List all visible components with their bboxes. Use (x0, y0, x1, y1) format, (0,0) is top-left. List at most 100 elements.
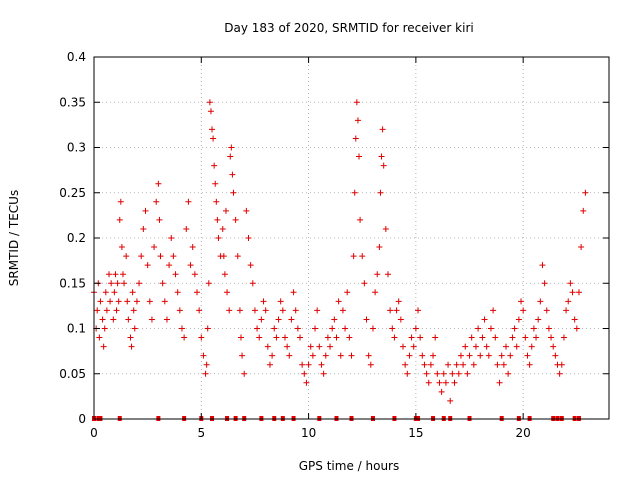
data-point (507, 352, 514, 359)
data-point (262, 307, 269, 314)
data-point (163, 316, 170, 323)
data-point (110, 316, 117, 323)
data-point (227, 153, 234, 160)
data-point (537, 298, 544, 305)
x-tick-label: 10 (301, 426, 316, 440)
data-point (161, 298, 168, 305)
data-point (210, 135, 217, 142)
data-point (312, 325, 319, 332)
data-point (271, 325, 278, 332)
data-point (451, 379, 458, 386)
data-point (483, 343, 490, 350)
data-point (447, 397, 454, 404)
data-point (498, 352, 505, 359)
data-point (133, 298, 140, 305)
data-point (410, 343, 417, 350)
data-point (357, 216, 364, 223)
data-point (423, 370, 430, 377)
data-point (397, 316, 404, 323)
data-point (503, 343, 509, 350)
data-point (106, 271, 113, 278)
data-point (125, 316, 132, 323)
data-point (279, 307, 286, 314)
data-point (273, 334, 280, 341)
data-point (548, 334, 555, 341)
data-point (277, 298, 284, 305)
data-point (389, 325, 396, 332)
data-point (376, 244, 383, 251)
data-point (178, 325, 185, 332)
data-point (176, 307, 183, 314)
data-point (212, 180, 219, 187)
data-point (222, 207, 229, 214)
data-point (434, 370, 441, 377)
y-axis-label: SRMTID / TECUs (7, 190, 21, 286)
data-point (284, 343, 291, 350)
data-point (367, 361, 374, 368)
data-point (239, 352, 246, 359)
data-point (118, 244, 125, 251)
x-axis-ticks: 0 5 10 15 20 (90, 57, 531, 440)
data-point (228, 144, 235, 151)
data-point (307, 343, 314, 350)
data-point (168, 235, 175, 241)
data-point (485, 352, 492, 359)
data-point (254, 325, 261, 332)
data-point (290, 289, 297, 296)
data-point (337, 352, 344, 359)
data-point (214, 216, 221, 223)
data-point (185, 198, 192, 205)
y-tick-label: 0.3 (67, 141, 86, 155)
data-point (130, 307, 137, 314)
data-point (183, 225, 190, 232)
x-axis-label: GPS time / hours (299, 459, 400, 473)
data-point (419, 352, 426, 359)
data-point (189, 244, 196, 251)
data-point (393, 307, 400, 314)
data-point (241, 370, 248, 377)
data-point (309, 352, 316, 359)
data-point (455, 370, 462, 377)
data-point (144, 262, 151, 269)
data-point (124, 298, 131, 305)
data-point (159, 280, 166, 287)
data-point (226, 307, 233, 314)
data-point (481, 316, 488, 323)
data-point (380, 162, 387, 169)
data-point (573, 325, 580, 332)
data-point (530, 325, 537, 332)
data-point (487, 325, 494, 332)
data-point (224, 289, 231, 296)
data-point (322, 352, 329, 359)
data-point (526, 361, 533, 368)
data-point (101, 325, 108, 332)
y-tick-label: 0.25 (59, 186, 86, 200)
data-point (335, 298, 342, 305)
data-point (556, 370, 563, 377)
data-point (286, 352, 293, 359)
data-point (200, 352, 207, 359)
data-point (545, 325, 552, 332)
data-point (569, 289, 576, 296)
data-point (528, 343, 535, 350)
data-point (453, 361, 460, 368)
grid-lines (94, 57, 609, 419)
data-point (468, 334, 475, 341)
data-point (237, 334, 244, 341)
data-point (187, 262, 194, 269)
data-point (221, 271, 228, 278)
data-point (342, 325, 349, 332)
data-point (352, 135, 359, 142)
data-point (496, 379, 503, 386)
data-point (113, 307, 120, 314)
data-point (412, 325, 419, 332)
data-point (138, 253, 145, 260)
data-point (136, 280, 143, 287)
data-point (457, 352, 464, 359)
data-point (509, 334, 516, 341)
data-point (266, 361, 273, 368)
data-point (324, 334, 331, 341)
data-point (211, 162, 218, 169)
data-point (460, 361, 467, 368)
data-point (518, 298, 525, 305)
